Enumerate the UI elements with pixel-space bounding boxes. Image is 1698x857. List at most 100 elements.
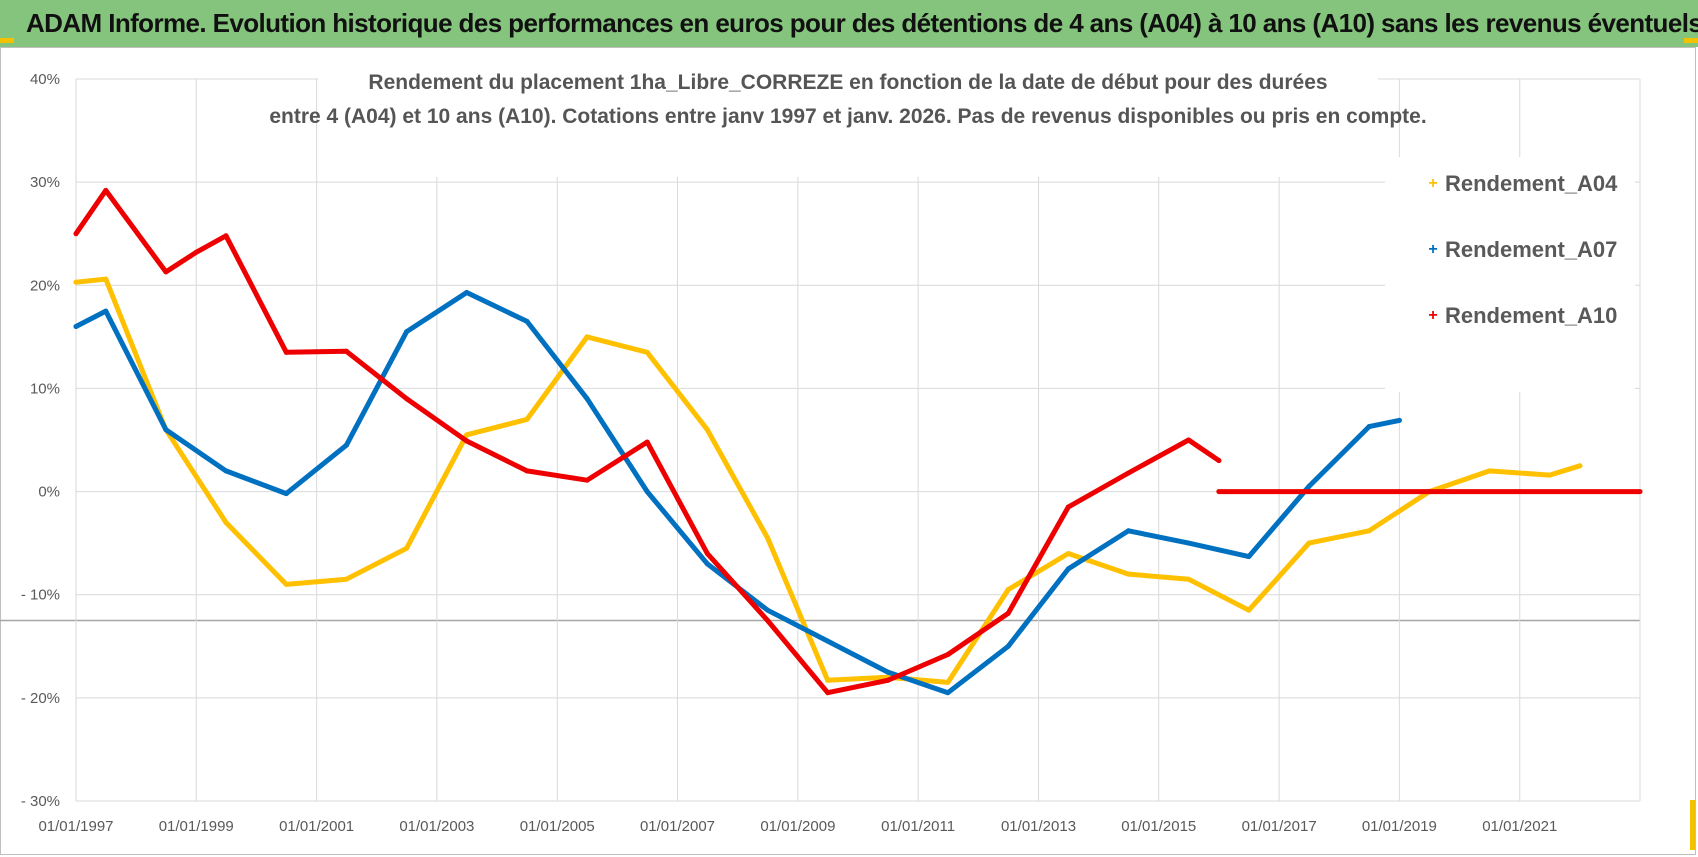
y-tick-label-1: 30% bbox=[30, 174, 60, 191]
point-Rendement_A10-9 bbox=[524, 468, 530, 474]
y-tick-label-4: 0% bbox=[38, 484, 60, 501]
series-line-Rendement_A10 bbox=[73, 187, 1222, 696]
point-Rendement_A07-11 bbox=[704, 561, 710, 567]
corner-accent-top-left bbox=[0, 38, 14, 43]
point-Rendement_A04-21 bbox=[1306, 540, 1312, 546]
legend-label-Rendement_A10: Rendement_A10 bbox=[1445, 303, 1617, 328]
x-tick-label-0: 01/01/1997 bbox=[38, 818, 113, 835]
point-Rendement_A10-16 bbox=[945, 652, 951, 658]
legend-label-Rendement_A07: Rendement_A07 bbox=[1445, 237, 1617, 262]
point-Rendement_A04-22 bbox=[1366, 528, 1372, 534]
point-Rendement_A07-7 bbox=[464, 290, 470, 296]
point-Rendement_A04-17 bbox=[1065, 550, 1071, 556]
x-tick-label-2: 01/01/2001 bbox=[279, 818, 354, 835]
point-Rendement_A10-7 bbox=[404, 396, 410, 402]
point-Rendement_A10-4 bbox=[223, 233, 229, 239]
legend-label-Rendement_A04: Rendement_A04 bbox=[1445, 171, 1618, 196]
point-Rendement_A10-10 bbox=[584, 477, 590, 483]
point-Rendement_A07-21 bbox=[1306, 483, 1312, 489]
x-tick-label-10: 01/01/2017 bbox=[1242, 818, 1317, 835]
point-Rendement_A10-13 bbox=[765, 618, 771, 623]
point-Rendement_A04-1 bbox=[103, 276, 109, 282]
point-Rendement_A10-12 bbox=[704, 550, 710, 556]
y-tick-label-2: 20% bbox=[30, 277, 60, 294]
x-tick-label-5: 01/01/2007 bbox=[640, 818, 715, 835]
point-Rendement_A04-3 bbox=[223, 520, 229, 526]
y-tick-label-5: - 10% bbox=[21, 587, 60, 604]
chart-title-line-1: Rendement du placement 1ha_Libre_CORREZE… bbox=[368, 71, 1327, 94]
point-Rendement_A04-20 bbox=[1246, 607, 1252, 613]
legend: + Rendement_A04 + Rendement_A07 + Rendement_A… bbox=[1385, 157, 1635, 392]
point-Rendement_A04-10 bbox=[644, 349, 650, 355]
series-layer bbox=[73, 187, 1643, 696]
point-Rendement_A07-3 bbox=[223, 468, 229, 474]
point-Rendement_A07-18 bbox=[1125, 528, 1131, 534]
point-Rendement_A07-9 bbox=[584, 396, 590, 402]
line-chart: Rendement du placement 1ha_Libre_CORREZE… bbox=[0, 67, 1643, 835]
series-line-Rendement_A07 bbox=[73, 290, 1402, 696]
chart-title-line-2: entre 4 (A04) et 10 ans (A10). Cotations… bbox=[269, 105, 1426, 128]
point-Rendement_A07-19 bbox=[1186, 540, 1192, 546]
point-Rendement_A10-18 bbox=[1065, 504, 1071, 510]
point-Rendement_A04-4 bbox=[283, 581, 289, 587]
point-Rendement_A04-6 bbox=[404, 545, 410, 551]
banner-title: ADAM Informe. Evolution historique des p… bbox=[26, 8, 1698, 38]
point-Rendement_A10-20 bbox=[1186, 437, 1192, 443]
chart-area: Rendement du placement 1ha_Libre_CORREZE… bbox=[0, 47, 1698, 857]
point-Rendement_A10-17 bbox=[1005, 610, 1011, 616]
point-Rendement_A04-11 bbox=[704, 427, 710, 433]
x-tick-label-3: 01/01/2003 bbox=[399, 818, 474, 835]
point-Rendement_A10-8 bbox=[464, 438, 470, 444]
point-Rendement_A07-14 bbox=[885, 669, 891, 675]
y-tick-label-7: - 30% bbox=[21, 793, 60, 810]
y-tick-label-6: - 20% bbox=[21, 690, 60, 707]
point-Rendement_A04-0 bbox=[73, 279, 79, 285]
point-Rendement_A10-3 bbox=[193, 249, 199, 255]
point-Rendement_A04-7 bbox=[464, 432, 470, 438]
point-Rendement_A04-18 bbox=[1125, 571, 1131, 577]
point-Rendement_A04-24 bbox=[1486, 468, 1492, 474]
point-Rendement_A04-26 bbox=[1577, 463, 1583, 469]
point-Rendement_A04-12 bbox=[765, 535, 771, 541]
x-tick-label-8: 01/01/2013 bbox=[1001, 818, 1076, 835]
point-Rendement_A07-10 bbox=[644, 489, 650, 495]
point-Rendement_A04-13 bbox=[825, 677, 831, 683]
point-Rendement_A10-0 bbox=[73, 231, 79, 237]
point-Rendement_A10-6 bbox=[343, 348, 349, 354]
point-Rendement_A04-16 bbox=[1005, 587, 1011, 593]
point-Rendement_A07-22 bbox=[1366, 424, 1372, 430]
corner-accent-bottom-right bbox=[1690, 800, 1695, 850]
point-Rendement_A04-15 bbox=[945, 679, 951, 685]
x-axis-labels: 01/01/1997 01/01/1999 01/01/2001 01/01/2003… bbox=[38, 818, 1557, 835]
point-Rendement_A07-2 bbox=[163, 427, 169, 433]
x-tick-label-7: 01/01/2011 bbox=[881, 818, 955, 835]
x-tick-label-4: 01/01/2005 bbox=[520, 818, 595, 835]
point-Rendement_A04-19 bbox=[1186, 576, 1192, 582]
point-Rendement_A10-11 bbox=[644, 439, 650, 445]
point-Rendement_A10-1 bbox=[103, 187, 109, 193]
point-Rendement_A10-19 bbox=[1125, 470, 1131, 476]
point-Rendement_A10-14 bbox=[825, 690, 831, 696]
point-Rendement_A10-2 bbox=[163, 269, 169, 275]
y-axis-labels: 40% 30% 20% 10% 0% - 10% - 20% - 30% bbox=[21, 71, 60, 810]
x-tick-label-9: 01/01/2015 bbox=[1121, 818, 1196, 835]
legend-background bbox=[1385, 157, 1635, 392]
x-tick-label-12: 01/01/2021 bbox=[1482, 818, 1557, 835]
y-tick-label-3: 10% bbox=[30, 380, 60, 397]
x-tick-label-11: 01/01/2019 bbox=[1362, 818, 1437, 835]
point-Rendement_A04-8 bbox=[524, 416, 530, 422]
point-Rendement_A07-15 bbox=[945, 690, 951, 696]
legend-marker-Rendement_A04: + bbox=[1428, 175, 1437, 192]
point-Rendement_A07-8 bbox=[524, 318, 530, 324]
point-Rendement_A04-5 bbox=[343, 576, 349, 582]
banner: ADAM Informe. Evolution historique des p… bbox=[0, 0, 1698, 47]
point-Rendement_A07-12 bbox=[765, 607, 771, 613]
point-Rendement_A07-5 bbox=[343, 442, 349, 448]
corner-accent-top-right bbox=[1684, 38, 1698, 43]
point-Rendement_A04-9 bbox=[584, 334, 590, 340]
title-background bbox=[318, 67, 1378, 177]
point-Rendement_A10-5 bbox=[283, 349, 289, 355]
x-tick-label-1: 01/01/1999 bbox=[159, 818, 234, 835]
legend-marker-Rendement_A10: + bbox=[1428, 307, 1437, 324]
point-Rendement_A07-16 bbox=[1005, 643, 1011, 649]
